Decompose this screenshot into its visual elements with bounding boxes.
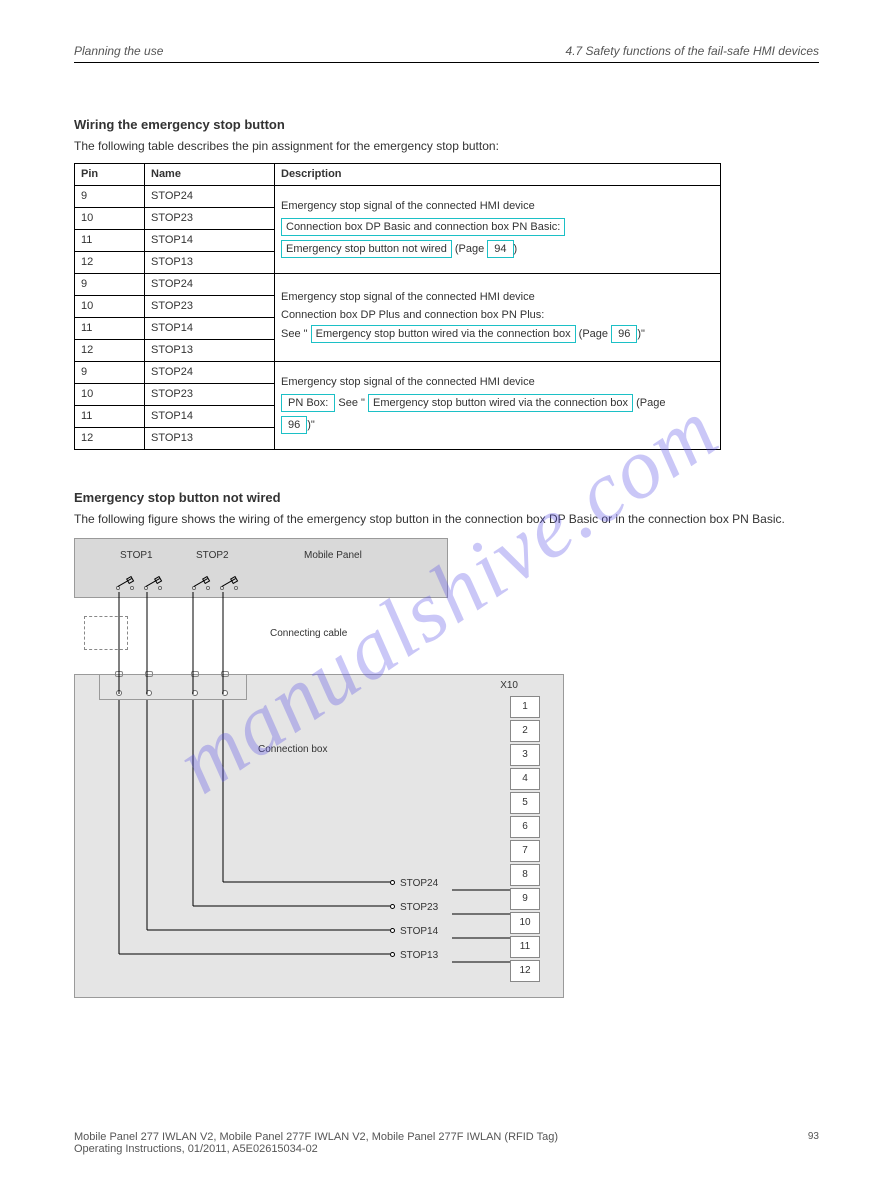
footer-line2: Operating Instructions, 01/2011, A5E0261… (74, 1143, 558, 1155)
pin-12c: 12 (75, 427, 145, 449)
node-stop14 (390, 928, 395, 933)
pin-12: 12 (75, 251, 145, 273)
pin-12b: 12 (75, 339, 145, 361)
name-12c: STOP13 (145, 427, 275, 449)
desc-intro: Emergency stop signal of the connected H… (281, 200, 714, 212)
pin-10: 10 (75, 207, 145, 229)
pnbox-page[interactable]: 96 (281, 416, 307, 434)
label-stop24: STOP24 (400, 878, 438, 889)
footer-line1: Mobile Panel 277 IWLAN V2, Mobile Panel … (74, 1131, 558, 1143)
pin-10b: 10 (75, 295, 145, 317)
pin-11b: 11 (75, 317, 145, 339)
node-stop13 (390, 952, 395, 957)
pin-9b: 9 (75, 273, 145, 295)
desc-intro2: Emergency stop signal of the connected H… (281, 291, 714, 303)
pnbox-link[interactable]: Emergency stop button wired via the conn… (368, 394, 633, 412)
header-rule (74, 62, 819, 63)
cable-shield (84, 616, 128, 650)
x10-cell: 12 (510, 960, 540, 982)
pin-9c: 9 (75, 361, 145, 383)
name-9b: STOP24 (145, 273, 275, 295)
diag-sub: The following figure shows the wiring of… (74, 511, 819, 528)
col-name: Name (145, 163, 275, 185)
basic-label[interactable]: Connection box DP Basic and connection b… (281, 218, 565, 236)
col-pin: Pin (75, 163, 145, 185)
name-11c: STOP14 (145, 405, 275, 427)
name-9: STOP24 (145, 185, 275, 207)
plus-page[interactable]: 96 (611, 325, 637, 343)
pin-9: 9 (75, 185, 145, 207)
node-stop23 (390, 904, 395, 909)
pin-11: 11 (75, 229, 145, 251)
x10-cell: 9 (510, 888, 540, 910)
name-12b: STOP13 (145, 339, 275, 361)
x10-cell: 8 (510, 864, 540, 886)
name-12: STOP13 (145, 251, 275, 273)
pnbox-label[interactable]: PN Box: (281, 394, 335, 412)
x10-cell: 7 (510, 840, 540, 862)
desc-c: Emergency stop signal of the connected H… (275, 361, 721, 449)
switch-stop2b (218, 566, 258, 590)
label-stop13: STOP13 (400, 950, 438, 961)
label-stop14: STOP14 (400, 926, 438, 937)
pin-10c: 10 (75, 383, 145, 405)
x10-cell: 1 (510, 696, 540, 718)
wiring-sub: The following table describes the pin as… (74, 138, 819, 155)
connector-port (99, 674, 247, 700)
wiring-diagram: Mobile Panel STOP1 STOP2 Connecting cabl… (74, 538, 564, 998)
pin-11c: 11 (75, 405, 145, 427)
connection-box (74, 674, 564, 998)
basic-page[interactable]: 94 (487, 240, 513, 258)
name-9c: STOP24 (145, 361, 275, 383)
name-11: STOP14 (145, 229, 275, 251)
x10-cell: 2 (510, 720, 540, 742)
name-11b: STOP14 (145, 317, 275, 339)
plus-link[interactable]: Emergency stop button wired via the conn… (311, 325, 576, 343)
plus-label: Connection box DP Plus and connection bo… (281, 309, 714, 321)
x10-cell: 10 (510, 912, 540, 934)
hdr-left: Planning the use (74, 44, 163, 58)
x10-cell: 3 (510, 744, 540, 766)
label-x10: X10 (500, 680, 518, 691)
x10-cell: 5 (510, 792, 540, 814)
page-header: Planning the use 4.7 Safety functions of… (74, 44, 819, 58)
label-stop2: STOP2 (196, 550, 229, 561)
label-connecting-cable: Connecting cable (270, 628, 347, 639)
label-connection-box: Connection box (258, 744, 328, 755)
pin-table: Pin Name Description 9 STOP24 Emergency … (74, 163, 721, 450)
desc-a: Emergency stop signal of the connected H… (275, 185, 721, 273)
page-footer: Mobile Panel 277 IWLAN V2, Mobile Panel … (74, 1131, 819, 1155)
x10-cell: 11 (510, 936, 540, 958)
name-10c: STOP23 (145, 383, 275, 405)
node-stop24 (390, 880, 395, 885)
desc-intro3: Emergency stop signal of the connected H… (281, 376, 714, 388)
wiring-title: Wiring the emergency stop button (74, 117, 819, 132)
switch-stop1b (142, 566, 182, 590)
x10-cell: 6 (510, 816, 540, 838)
x10-block: 1 2 3 4 5 6 7 8 9 10 11 12 (510, 696, 540, 984)
diag-title: Emergency stop button not wired (74, 490, 819, 505)
label-stop1: STOP1 (120, 550, 153, 561)
name-10: STOP23 (145, 207, 275, 229)
basic-link1[interactable]: Emergency stop button not wired (281, 240, 452, 258)
label-mobile-panel: Mobile Panel (304, 550, 362, 561)
col-desc: Description (275, 163, 721, 185)
x10-cell: 4 (510, 768, 540, 790)
name-10b: STOP23 (145, 295, 275, 317)
footer-page: 93 (808, 1131, 819, 1155)
desc-b: Emergency stop signal of the connected H… (275, 273, 721, 361)
label-stop23: STOP23 (400, 902, 438, 913)
hdr-right: 4.7 Safety functions of the fail-safe HM… (566, 44, 819, 58)
